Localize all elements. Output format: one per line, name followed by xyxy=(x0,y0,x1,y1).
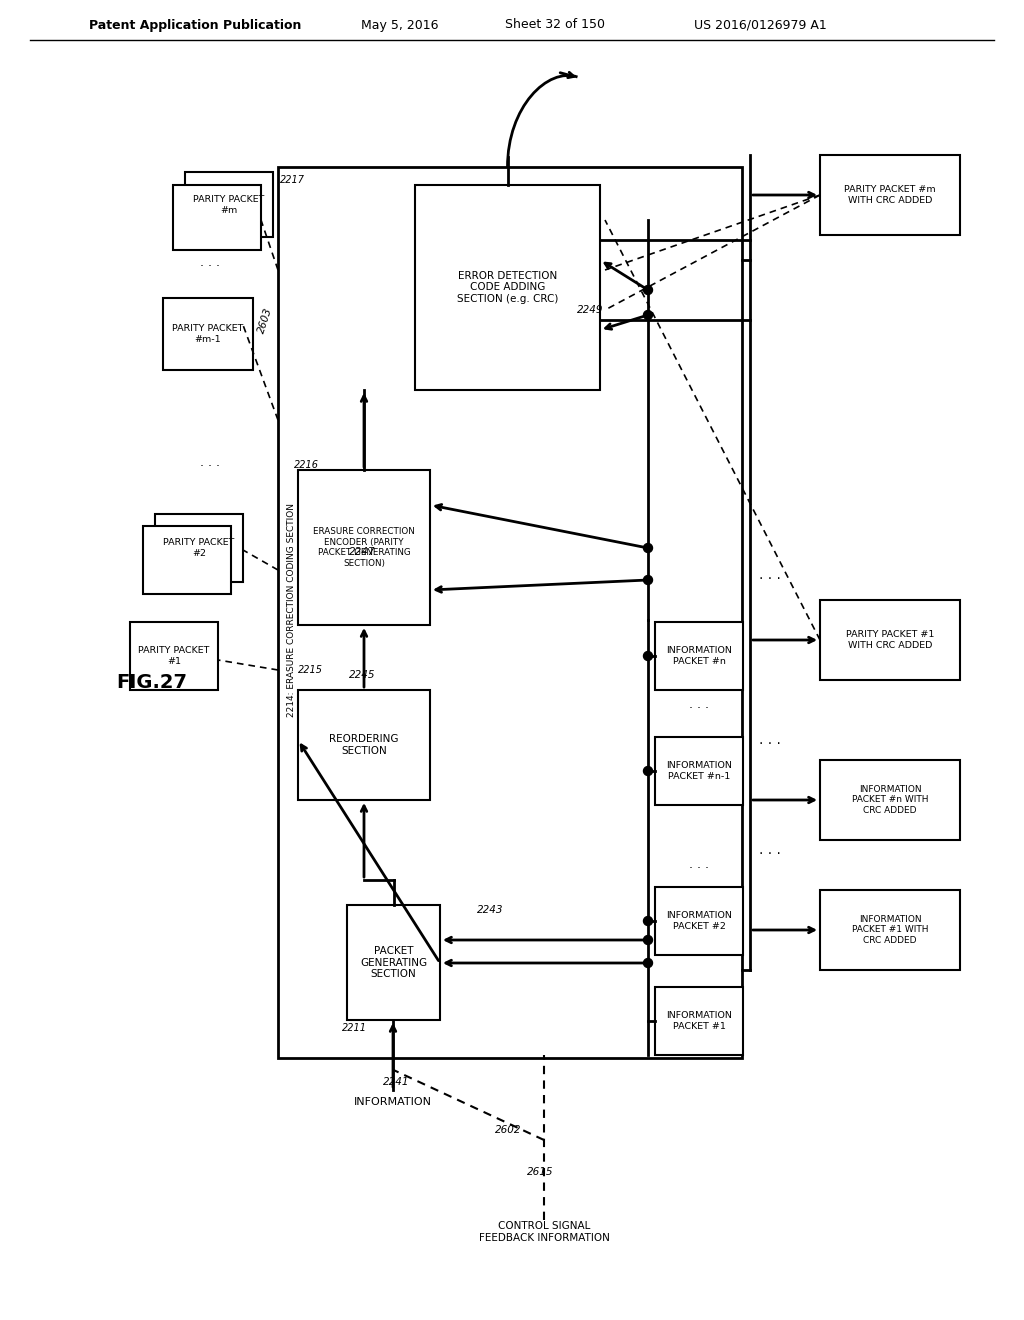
Text: INFORMATION
PACKET #1: INFORMATION PACKET #1 xyxy=(666,1011,732,1031)
Text: 2217: 2217 xyxy=(280,176,304,185)
Text: INFORMATION
PACKET #n: INFORMATION PACKET #n xyxy=(666,647,732,665)
Bar xyxy=(298,690,430,800)
Text: . . .: . . . xyxy=(759,568,781,582)
Text: CONTROL SIGNAL
FEEDBACK INFORMATION: CONTROL SIGNAL FEEDBACK INFORMATION xyxy=(478,1221,609,1243)
Circle shape xyxy=(643,916,652,925)
Text: 2243: 2243 xyxy=(477,906,503,915)
Text: May 5, 2016: May 5, 2016 xyxy=(361,18,438,32)
Text: INFORMATION
PACKET #1 WITH
CRC ADDED: INFORMATION PACKET #1 WITH CRC ADDED xyxy=(852,915,928,945)
Text: . . .: . . . xyxy=(689,698,709,711)
Bar xyxy=(347,906,440,1020)
Bar xyxy=(163,298,253,370)
Text: 2603: 2603 xyxy=(256,306,273,334)
Text: . . .: . . . xyxy=(200,455,220,469)
Text: US 2016/0126979 A1: US 2016/0126979 A1 xyxy=(693,18,826,32)
Bar xyxy=(298,470,430,624)
Text: PARITY PACKET
#1: PARITY PACKET #1 xyxy=(138,647,210,665)
Text: 2216: 2216 xyxy=(294,459,318,470)
Bar xyxy=(278,168,742,1059)
Bar xyxy=(820,890,961,970)
Text: PACKET
GENERATING
SECTION: PACKET GENERATING SECTION xyxy=(360,946,427,979)
Bar xyxy=(185,172,273,238)
Bar xyxy=(820,760,961,840)
Text: INFORMATION
PACKET #n-1: INFORMATION PACKET #n-1 xyxy=(666,762,732,780)
Circle shape xyxy=(643,544,652,553)
Circle shape xyxy=(643,652,652,660)
Text: PARITY PACKET #m
WITH CRC ADDED: PARITY PACKET #m WITH CRC ADDED xyxy=(844,185,936,205)
Text: 2249: 2249 xyxy=(577,305,603,315)
Circle shape xyxy=(643,310,652,319)
Bar xyxy=(655,737,743,805)
Bar xyxy=(415,185,600,389)
Text: 2211: 2211 xyxy=(341,1023,367,1034)
Bar xyxy=(655,887,743,954)
Text: . . .: . . . xyxy=(759,843,781,857)
Circle shape xyxy=(643,958,652,968)
Bar xyxy=(173,185,261,249)
Bar xyxy=(655,987,743,1055)
Text: INFORMATION
PACKET #n WITH
CRC ADDED: INFORMATION PACKET #n WITH CRC ADDED xyxy=(852,785,928,814)
Text: 2615: 2615 xyxy=(526,1167,553,1177)
Bar xyxy=(820,154,961,235)
Text: 2245: 2245 xyxy=(349,671,375,680)
Bar xyxy=(155,513,243,582)
Text: PARITY PACKET
#m: PARITY PACKET #m xyxy=(194,195,264,215)
Text: INFORMATION
PACKET #2: INFORMATION PACKET #2 xyxy=(666,911,732,931)
Text: 2602: 2602 xyxy=(495,1125,521,1135)
Circle shape xyxy=(643,767,652,776)
Text: 2241: 2241 xyxy=(383,1077,410,1086)
Text: 2215: 2215 xyxy=(298,665,323,675)
Bar xyxy=(655,622,743,690)
Text: PARITY PACKET
#m-1: PARITY PACKET #m-1 xyxy=(172,325,244,343)
Text: 2247: 2247 xyxy=(349,546,375,557)
Text: INFORMATION: INFORMATION xyxy=(354,1097,432,1107)
Text: ERROR DETECTION
CODE ADDING
SECTION (e.g. CRC): ERROR DETECTION CODE ADDING SECTION (e.g… xyxy=(457,271,558,304)
Circle shape xyxy=(643,936,652,945)
Bar xyxy=(820,601,961,680)
Text: REORDERING
SECTION: REORDERING SECTION xyxy=(330,734,398,756)
Text: Sheet 32 of 150: Sheet 32 of 150 xyxy=(505,18,605,32)
Text: . . .: . . . xyxy=(759,733,781,747)
Text: PARITY PACKET
#2: PARITY PACKET #2 xyxy=(163,539,234,557)
Text: . . .: . . . xyxy=(689,858,709,871)
Circle shape xyxy=(643,576,652,585)
Text: 2214: ERASURE CORRECTION CODING SECTION: 2214: ERASURE CORRECTION CODING SECTION xyxy=(287,503,296,717)
Text: . . .: . . . xyxy=(200,256,220,269)
Bar xyxy=(143,525,231,594)
Text: ERASURE CORRECTION
ENCODER (PARITY
PACKET GENERATING
SECTION): ERASURE CORRECTION ENCODER (PARITY PACKE… xyxy=(313,528,415,568)
Circle shape xyxy=(643,285,652,294)
Text: FIG.27: FIG.27 xyxy=(117,672,187,692)
Text: Patent Application Publication: Patent Application Publication xyxy=(89,18,301,32)
Bar xyxy=(130,622,218,690)
Text: PARITY PACKET #1
WITH CRC ADDED: PARITY PACKET #1 WITH CRC ADDED xyxy=(846,630,934,649)
